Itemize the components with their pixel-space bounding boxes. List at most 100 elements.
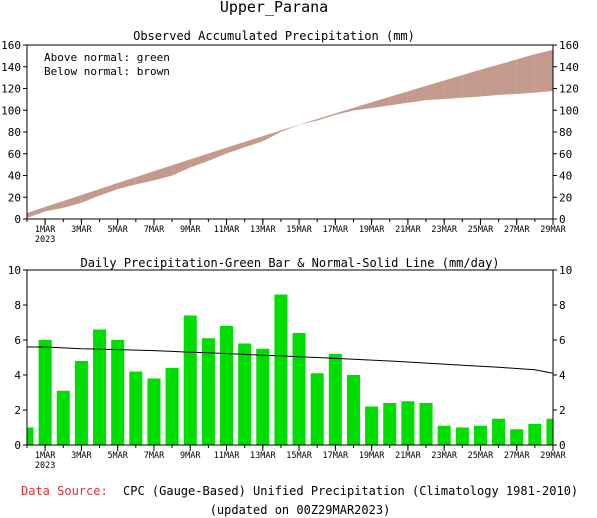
daily-bar [274,294,288,445]
y-tick-label-left: 6 [14,334,21,347]
daily-plot-frame [26,269,554,446]
accumulated-chart-title: Observed Accumulated Precipitation (mm) [133,29,415,43]
accumulated-axes: 0 0 20 20 40 40 60 60 80 80 100 100 120 120 140 140 160 1… [1,39,579,245]
x-tick-year: 2023 [35,461,55,471]
x-tick-label: 17MAR [323,451,349,461]
daily-bar [383,403,397,445]
page-title: Upper_Parana [220,0,328,16]
y-tick-label-right: 0 [559,213,566,226]
x-tick-label: 19MAR [359,451,385,461]
y-tick-label-right: 10 [559,264,572,277]
x-tick-label: 9MAR [180,225,201,235]
y-tick-label-left: 60 [8,148,21,161]
daily-normal-line-group [27,346,554,374]
y-tick-label-left: 100 [1,104,21,117]
daily-bar [455,427,469,445]
accumulated-area-segment [534,49,553,93]
y-tick-label-left: 160 [1,39,21,52]
accumulated-area-segment [371,96,390,109]
y-tick-label-left: 80 [8,126,21,139]
y-tick-label-right: 60 [559,148,572,161]
source-label: Data Source: [21,484,108,498]
daily-bar [310,373,324,445]
y-tick-label-left: 120 [1,83,21,96]
accumulated-area-segment [244,136,263,148]
x-tick-label: 21MAR [395,451,421,461]
x-tick-label: 27MAR [504,451,530,461]
x-tick-label: 23MAR [431,451,457,461]
y-tick-label-left: 10 [8,264,21,277]
y-tick-label-right: 0 [559,439,566,452]
daily-axes: 0 0 2 2 4 4 6 6 8 8 10 10 1MAR 3MAR 5MAR 7MAR 9MAR 11MAR 1… [8,264,573,471]
accumulated-area-segment [444,75,463,99]
y-tick-label-left: 8 [14,299,21,312]
x-tick-label: 29MAR [540,451,566,461]
y-tick-label-right: 120 [559,83,579,96]
accumulated-area-segment [353,102,372,111]
daily-bar [365,406,379,445]
daily-bar [93,329,107,445]
x-tick-label: 15MAR [286,451,312,461]
daily-bar [256,348,270,445]
y-tick-label-right: 40 [559,170,572,183]
y-tick-label-left: 40 [8,170,21,183]
y-tick-label-left: 4 [14,369,21,382]
x-tick-label: 15MAR [286,225,312,235]
accumulated-area-segment [81,188,100,203]
accumulated-area-segment [317,113,336,121]
x-tick-label: 11MAR [214,225,240,235]
accumulated-area-segment [498,59,517,95]
daily-bar [38,340,52,445]
daily-bar [419,403,433,445]
daily-bar [346,375,361,445]
x-tick-label: 7MAR [144,451,165,461]
y-tick-label-right: 8 [559,299,566,312]
daily-bar [292,333,306,445]
accumulated-area-segment [208,147,227,161]
y-tick-label-left: 140 [1,61,21,74]
y-tick-label-left: 20 [8,191,21,204]
x-tick-label: 27MAR [504,225,530,235]
accumulated-area-segment [262,130,281,142]
y-tick-label-right: 6 [559,334,566,347]
daily-bars-group [27,294,553,445]
accumulated-area-group [27,49,553,218]
y-tick-label-left: 0 [14,439,21,452]
daily-bar [238,343,252,445]
accumulated-area-segment [299,119,318,125]
accumulated-area-segment [226,141,245,154]
y-tick-label-right: 160 [559,39,579,52]
daily-chart-title: Daily Precipitation-Green Bar & Normal-S… [80,256,499,270]
x-tick-label: 1MAR [35,451,56,461]
x-tick-label: 19MAR [359,225,385,235]
daily-bar [546,418,553,445]
accumulated-area-segment [426,80,445,101]
accumulated-area-segment [389,91,408,106]
y-tick-label-right: 2 [559,404,566,417]
daily-bar [147,378,161,445]
daily-bar [165,368,179,445]
y-tick-label-right: 80 [559,126,572,139]
x-tick-label: 11MAR [214,451,240,461]
daily-bar [219,326,234,445]
x-tick-label: 21MAR [395,225,421,235]
accumulated-area-segment [480,64,499,97]
accumulated-area-segment [153,165,173,181]
daily-bar [528,424,542,445]
accumulated-area-segment [63,194,82,208]
daily-bar [492,418,506,445]
x-tick-label: 5MAR [107,225,128,235]
x-tick-label: 23MAR [431,225,457,235]
daily-bar [56,390,70,445]
y-tick-label-right: 140 [559,61,579,74]
x-tick-label: 3MAR [71,451,92,461]
daily-bar [27,427,34,445]
accumulated-area-segment [280,124,300,132]
daily-chart: Daily Precipitation-Green Bar & Normal-S… [8,256,573,471]
source-text: CPC (Gauge-Based) Unified Precipitation … [123,484,578,498]
y-tick-label-right: 4 [559,369,566,382]
x-tick-label: 25MAR [468,451,494,461]
x-tick-label: 7MAR [144,225,165,235]
normal-line [27,346,554,374]
